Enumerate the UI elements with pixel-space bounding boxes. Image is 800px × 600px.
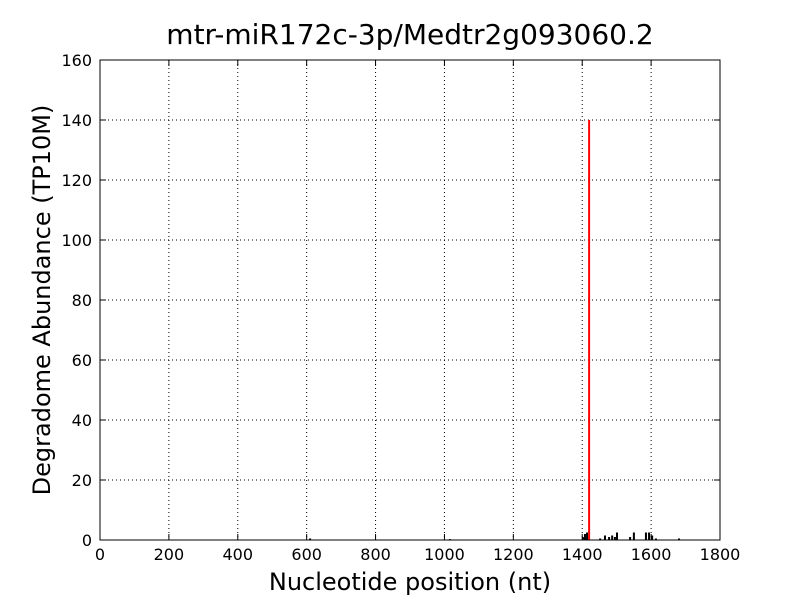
- x-tick-label: 1200: [493, 545, 534, 564]
- x-tick-label: 600: [291, 545, 322, 564]
- plot-frame: [99, 59, 721, 541]
- x-tick-label: 800: [360, 545, 391, 564]
- y-tick-label: 120: [61, 171, 92, 190]
- y-tick-label: 100: [61, 231, 92, 250]
- x-tick-label: 1400: [562, 545, 603, 564]
- y-tick-label: 60: [72, 351, 92, 370]
- x-tick-label: 1600: [631, 545, 672, 564]
- x-axis-label: Nucleotide position (nt): [269, 568, 551, 596]
- x-tick-label: 1000: [424, 545, 465, 564]
- x-tick-label: 400: [223, 545, 254, 564]
- y-axis-label: Degradome Abundance (TP10M): [28, 105, 56, 496]
- y-tick-label: 20: [72, 471, 92, 490]
- chart-title: mtr-miR172c-3p/Medtr2g093060.2: [166, 18, 653, 51]
- y-tick-label: 0: [82, 531, 92, 550]
- x-tick-label: 1800: [700, 545, 741, 564]
- y-tick-label: 160: [61, 51, 92, 70]
- y-tick-label: 140: [61, 111, 92, 130]
- x-tick-label: 0: [95, 545, 105, 564]
- x-tick-label: 200: [154, 545, 185, 564]
- y-tick-label: 80: [72, 291, 92, 310]
- y-tick-label: 40: [72, 411, 92, 430]
